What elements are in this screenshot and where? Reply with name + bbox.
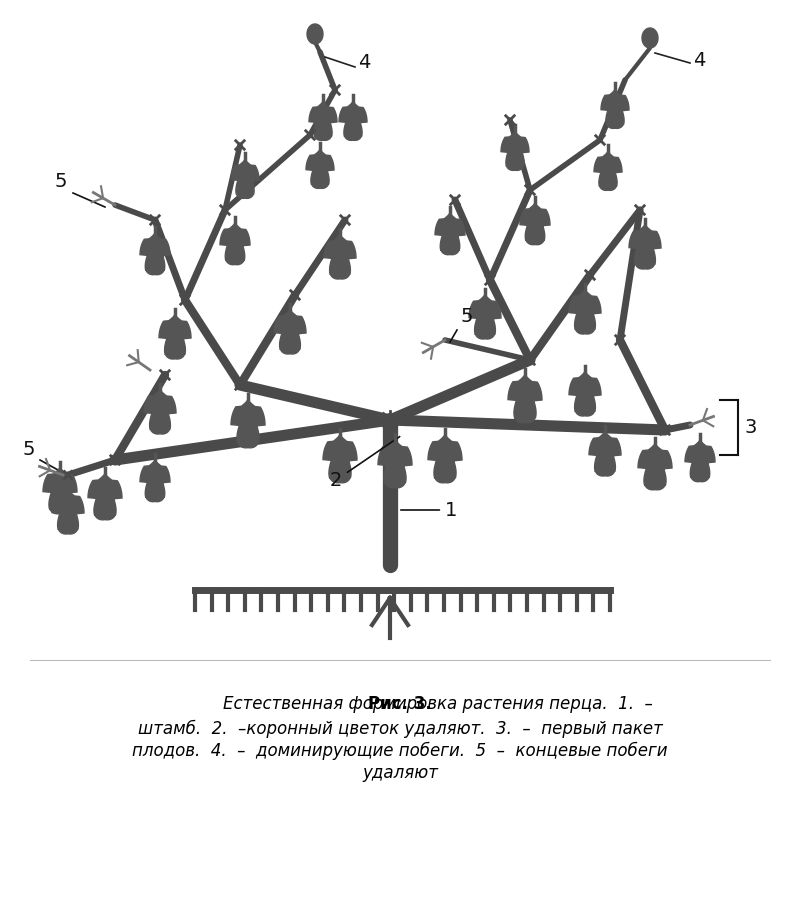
Polygon shape — [601, 89, 629, 129]
Text: Рис. 3.: Рис. 3. — [368, 695, 432, 713]
Text: штамб.  2.  –коронный цветок удаляют.  3.  –  первый пакет: штамб. 2. –коронный цветок удаляют. 3. –… — [138, 720, 662, 738]
Polygon shape — [323, 434, 357, 483]
Polygon shape — [428, 434, 462, 483]
Polygon shape — [307, 24, 323, 44]
Polygon shape — [88, 473, 122, 520]
Polygon shape — [378, 439, 412, 488]
Polygon shape — [231, 399, 265, 448]
Polygon shape — [589, 431, 621, 476]
Polygon shape — [339, 101, 367, 141]
Text: 1: 1 — [401, 501, 458, 520]
Polygon shape — [629, 224, 661, 269]
Text: плодов.  4.  –  доминирующие побеги.  5  –  концевые побеги: плодов. 4. – доминирующие побеги. 5 – ко… — [132, 742, 668, 760]
Polygon shape — [508, 374, 542, 423]
Polygon shape — [52, 489, 84, 534]
Polygon shape — [569, 371, 601, 416]
Polygon shape — [159, 314, 191, 359]
Polygon shape — [309, 101, 337, 141]
Text: 5: 5 — [460, 307, 473, 326]
Polygon shape — [140, 460, 170, 502]
Polygon shape — [642, 28, 658, 48]
Polygon shape — [501, 131, 529, 171]
Polygon shape — [274, 309, 306, 354]
Polygon shape — [638, 443, 672, 490]
Text: удаляют: удаляют — [362, 764, 438, 782]
Text: 5: 5 — [23, 440, 35, 459]
Polygon shape — [594, 151, 622, 190]
Polygon shape — [469, 294, 501, 339]
Text: 4: 4 — [358, 53, 370, 72]
Polygon shape — [306, 149, 334, 189]
Polygon shape — [140, 232, 170, 275]
Polygon shape — [685, 440, 715, 482]
Text: 2: 2 — [330, 436, 400, 490]
Text: 3: 3 — [744, 418, 756, 437]
Polygon shape — [324, 234, 356, 279]
Text: 5: 5 — [55, 172, 67, 191]
Text: Естественная формировка растения перца.  1.  –: Естественная формировка растения перца. … — [223, 695, 653, 713]
Polygon shape — [231, 159, 259, 199]
Polygon shape — [435, 212, 465, 255]
Polygon shape — [43, 467, 77, 514]
Polygon shape — [569, 289, 601, 334]
Polygon shape — [220, 222, 250, 265]
Text: 4: 4 — [693, 51, 706, 70]
Polygon shape — [144, 389, 176, 434]
Polygon shape — [520, 202, 550, 245]
